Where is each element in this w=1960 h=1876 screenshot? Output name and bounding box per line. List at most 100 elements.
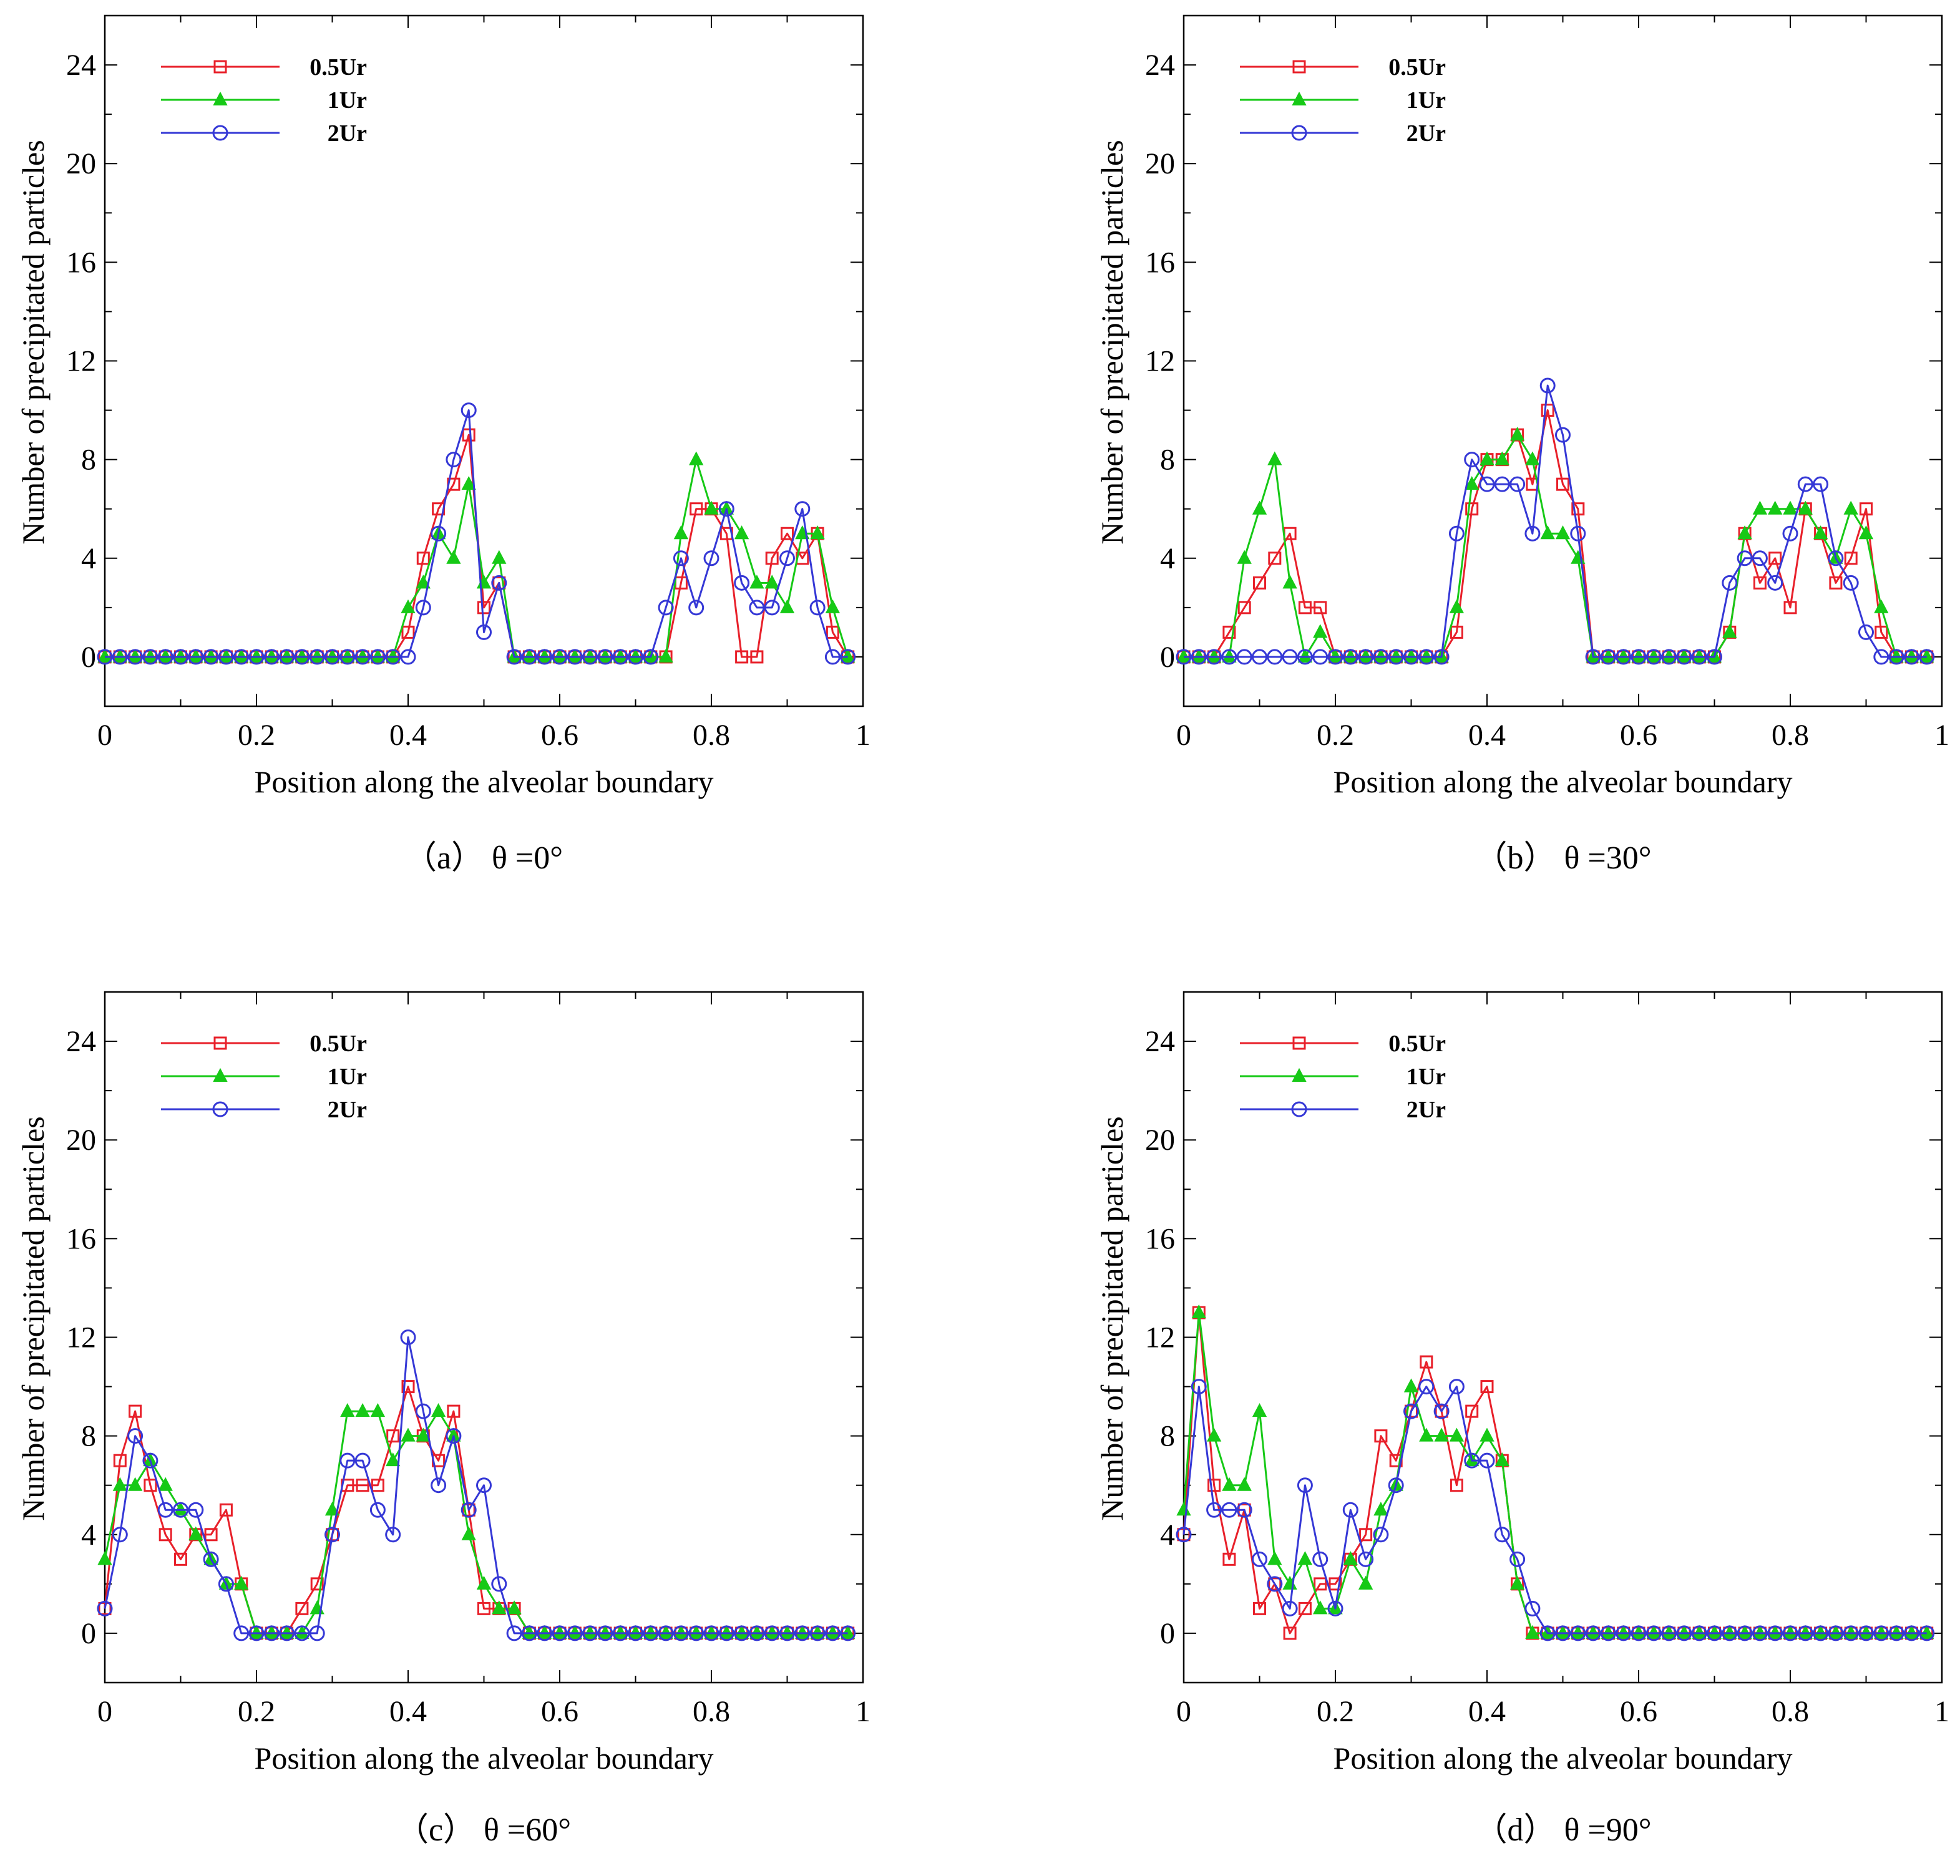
data-point bbox=[1420, 1355, 1433, 1369]
y-tick-label: 16 bbox=[1145, 1222, 1175, 1255]
data-point bbox=[446, 452, 462, 468]
data-point bbox=[340, 1402, 355, 1417]
data-point bbox=[582, 649, 598, 665]
data-point bbox=[1707, 649, 1722, 665]
legend-label-2Ur: 2Ur bbox=[1407, 1097, 1446, 1123]
y-axis-label: Number of precipitated particles bbox=[16, 1116, 51, 1520]
data-point bbox=[1191, 1304, 1206, 1318]
data-point bbox=[703, 550, 719, 566]
y-tick-label: 0 bbox=[1160, 641, 1175, 674]
x-tick-label: 1 bbox=[856, 1695, 870, 1728]
data-point bbox=[1297, 649, 1313, 665]
data-point bbox=[1450, 1479, 1463, 1492]
data-point bbox=[567, 1625, 583, 1641]
data-point bbox=[1176, 649, 1192, 665]
legend: 0.5Ur 1Ur 2Ur bbox=[161, 54, 367, 147]
data-point bbox=[597, 649, 613, 665]
data-point bbox=[1570, 1625, 1586, 1641]
data-point bbox=[188, 649, 204, 665]
data-point bbox=[157, 1502, 173, 1518]
data-point bbox=[492, 1600, 507, 1615]
panel-caption: （a） θ =0° bbox=[404, 840, 563, 876]
data-point bbox=[1448, 1379, 1465, 1395]
data-point bbox=[1253, 576, 1266, 590]
data-point bbox=[476, 1575, 492, 1590]
data-point bbox=[477, 601, 490, 615]
data-point bbox=[1448, 525, 1465, 542]
data-point bbox=[203, 1551, 219, 1567]
data-point bbox=[1359, 1528, 1373, 1542]
data-point bbox=[1691, 649, 1707, 665]
data-point bbox=[1252, 1402, 1267, 1417]
legend-marker-2Ur bbox=[212, 125, 228, 141]
data-point bbox=[1207, 1479, 1221, 1492]
data-point bbox=[1813, 476, 1829, 492]
data-point bbox=[401, 599, 416, 613]
data-point bbox=[1252, 500, 1267, 515]
data-point bbox=[461, 1526, 476, 1540]
data-point bbox=[1268, 552, 1282, 565]
data-point bbox=[1433, 1403, 1450, 1419]
data-point bbox=[1282, 1600, 1298, 1616]
data-point bbox=[1858, 525, 1874, 540]
data-point bbox=[1509, 426, 1525, 441]
data-point bbox=[1480, 1427, 1494, 1442]
data-point bbox=[1449, 1427, 1465, 1442]
data-point bbox=[1327, 1600, 1343, 1616]
data-point bbox=[704, 500, 719, 515]
data-point bbox=[491, 1576, 507, 1592]
data-point bbox=[355, 1402, 370, 1417]
data-point bbox=[294, 649, 310, 665]
series-line-2Ur bbox=[1184, 384, 1927, 658]
y-tick-label: 8 bbox=[81, 1420, 96, 1453]
data-point bbox=[1768, 552, 1782, 565]
data-point bbox=[461, 402, 477, 419]
y-tick-label: 12 bbox=[1145, 1321, 1175, 1354]
data-point bbox=[1752, 500, 1768, 515]
legend-label-2Ur: 2Ur bbox=[1407, 120, 1446, 147]
data-point bbox=[1191, 1379, 1207, 1395]
data-point bbox=[1616, 649, 1632, 665]
data-point bbox=[492, 576, 506, 590]
data-point bbox=[1875, 625, 1888, 639]
data-point bbox=[233, 649, 250, 665]
data-point bbox=[779, 1625, 795, 1641]
data-point bbox=[1358, 649, 1374, 665]
x-tick-label: 0 bbox=[97, 1695, 112, 1728]
data-point bbox=[219, 1503, 233, 1517]
data-point bbox=[552, 649, 568, 665]
data-point bbox=[1252, 649, 1267, 665]
data-point bbox=[1282, 575, 1297, 589]
data-point bbox=[1236, 1502, 1252, 1518]
x-axis-label: Position along the alveolar boundary bbox=[1333, 764, 1793, 799]
x-tick-label: 1 bbox=[856, 719, 870, 752]
data-point bbox=[309, 1625, 325, 1641]
data-point bbox=[840, 1625, 856, 1641]
data-point bbox=[1465, 476, 1480, 490]
data-point bbox=[173, 1502, 188, 1518]
data-point bbox=[718, 1625, 734, 1641]
series-2Ur bbox=[1176, 377, 1935, 665]
data-point bbox=[1556, 477, 1569, 491]
data-point bbox=[567, 649, 583, 665]
data-point bbox=[1722, 1625, 1738, 1641]
data-point bbox=[157, 649, 173, 665]
y-axis-label: Number of precipitated particles bbox=[1095, 1116, 1129, 1520]
data-point bbox=[658, 648, 673, 663]
data-point bbox=[1798, 500, 1813, 515]
data-point bbox=[1737, 550, 1753, 566]
data-point bbox=[1539, 377, 1556, 394]
panel-caption: （d） θ =90° bbox=[1475, 1812, 1651, 1848]
data-point bbox=[1312, 1551, 1329, 1567]
legend-label-1Ur: 1Ur bbox=[1407, 1064, 1446, 1090]
data-point bbox=[144, 1479, 157, 1492]
data-point bbox=[461, 476, 476, 490]
data-point bbox=[1509, 476, 1526, 492]
data-point bbox=[129, 1404, 142, 1418]
data-point bbox=[688, 600, 705, 616]
x-tick-label: 0.6 bbox=[541, 719, 578, 752]
data-point bbox=[339, 1452, 356, 1469]
data-point bbox=[764, 600, 780, 616]
data-point bbox=[1860, 502, 1873, 516]
legend: 0.5Ur 1Ur 2Ur bbox=[1240, 54, 1446, 147]
